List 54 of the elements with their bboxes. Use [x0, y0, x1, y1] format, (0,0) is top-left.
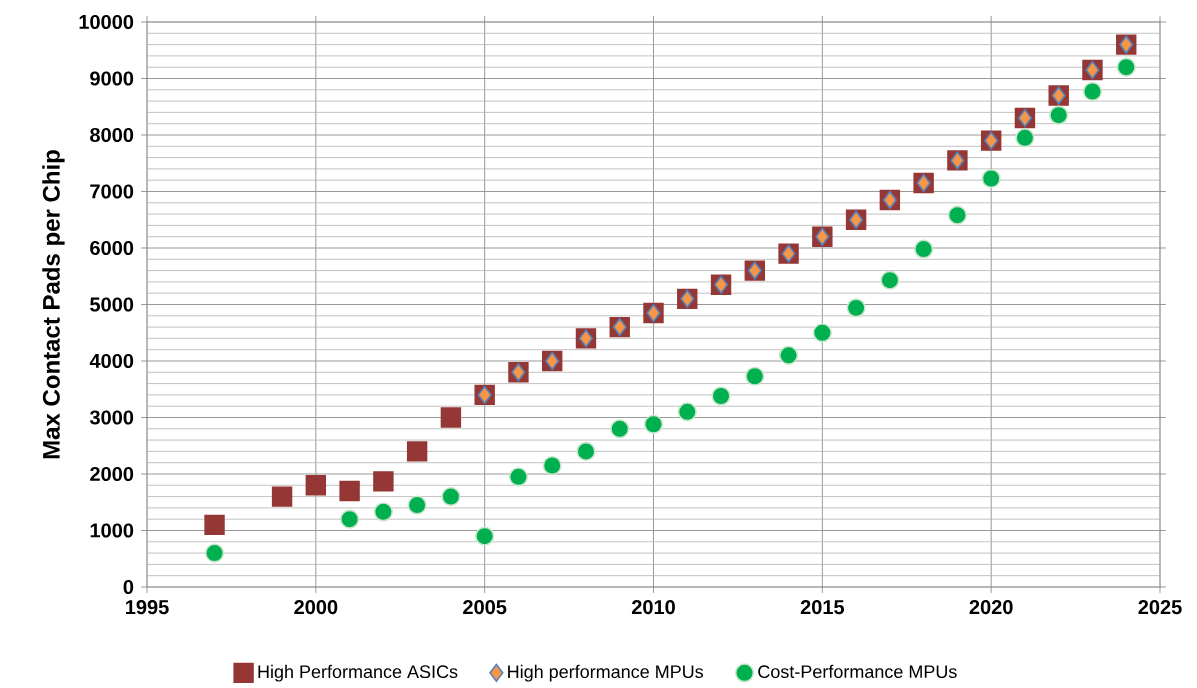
x-tick-label: 2010: [631, 600, 675, 615]
x-tick-label: 2000: [294, 600, 338, 615]
y-tick-label: 5000: [90, 297, 134, 312]
point: [914, 239, 934, 259]
point: [440, 407, 462, 428]
y-tick-label: 6000: [90, 240, 134, 256]
point: [373, 471, 394, 492]
point: [204, 514, 225, 536]
point: [542, 455, 562, 476]
point: [340, 509, 360, 529]
y-tick-label: 4000: [89, 353, 134, 369]
x-tick-label: 2005: [463, 600, 507, 615]
point: [508, 467, 529, 487]
legend-label: High Performance ASICs: [258, 664, 458, 682]
y-tick-label: 3000: [89, 410, 134, 425]
point: [610, 419, 630, 439]
point: [373, 502, 393, 522]
point: [1049, 105, 1069, 125]
legend-label: High performance MPUs: [508, 664, 704, 682]
y-axis-title: Max Contact Pads per Chip: [42, 150, 65, 459]
point: [1015, 128, 1035, 148]
point: [407, 495, 427, 515]
point: [271, 486, 293, 507]
point: [846, 298, 866, 318]
point: [576, 441, 596, 461]
point: [406, 441, 428, 462]
y-tick-label: 9000: [90, 71, 134, 86]
point: [677, 402, 697, 422]
point: [880, 270, 900, 290]
point: [339, 480, 360, 502]
point: [981, 168, 1001, 189]
y-tick-label: 7000: [90, 184, 134, 199]
point: [1116, 57, 1136, 77]
point: [947, 205, 967, 225]
point: [1082, 81, 1103, 102]
y-tick-label: 8000: [90, 127, 134, 143]
point: [475, 526, 495, 546]
point: [711, 386, 731, 406]
point: [305, 475, 327, 496]
point: [812, 323, 832, 343]
x-tick-label: 1995: [126, 600, 169, 615]
y-tick-label: 10000: [79, 14, 134, 30]
legend-label: Cost-Performance MPUs: [758, 664, 957, 679]
y-tick-label: 0: [123, 579, 134, 595]
y-tick-label: 2000: [90, 466, 134, 482]
point: [745, 366, 765, 386]
point: [643, 414, 664, 434]
x-tick-label: 2015: [800, 600, 845, 615]
point: [441, 486, 461, 507]
y-tick-label: 1000: [90, 523, 134, 538]
x-tick-label: 2020: [969, 600, 1013, 615]
x-tick-label: 2025: [1138, 600, 1182, 615]
point: [204, 543, 225, 563]
point: [778, 345, 799, 365]
